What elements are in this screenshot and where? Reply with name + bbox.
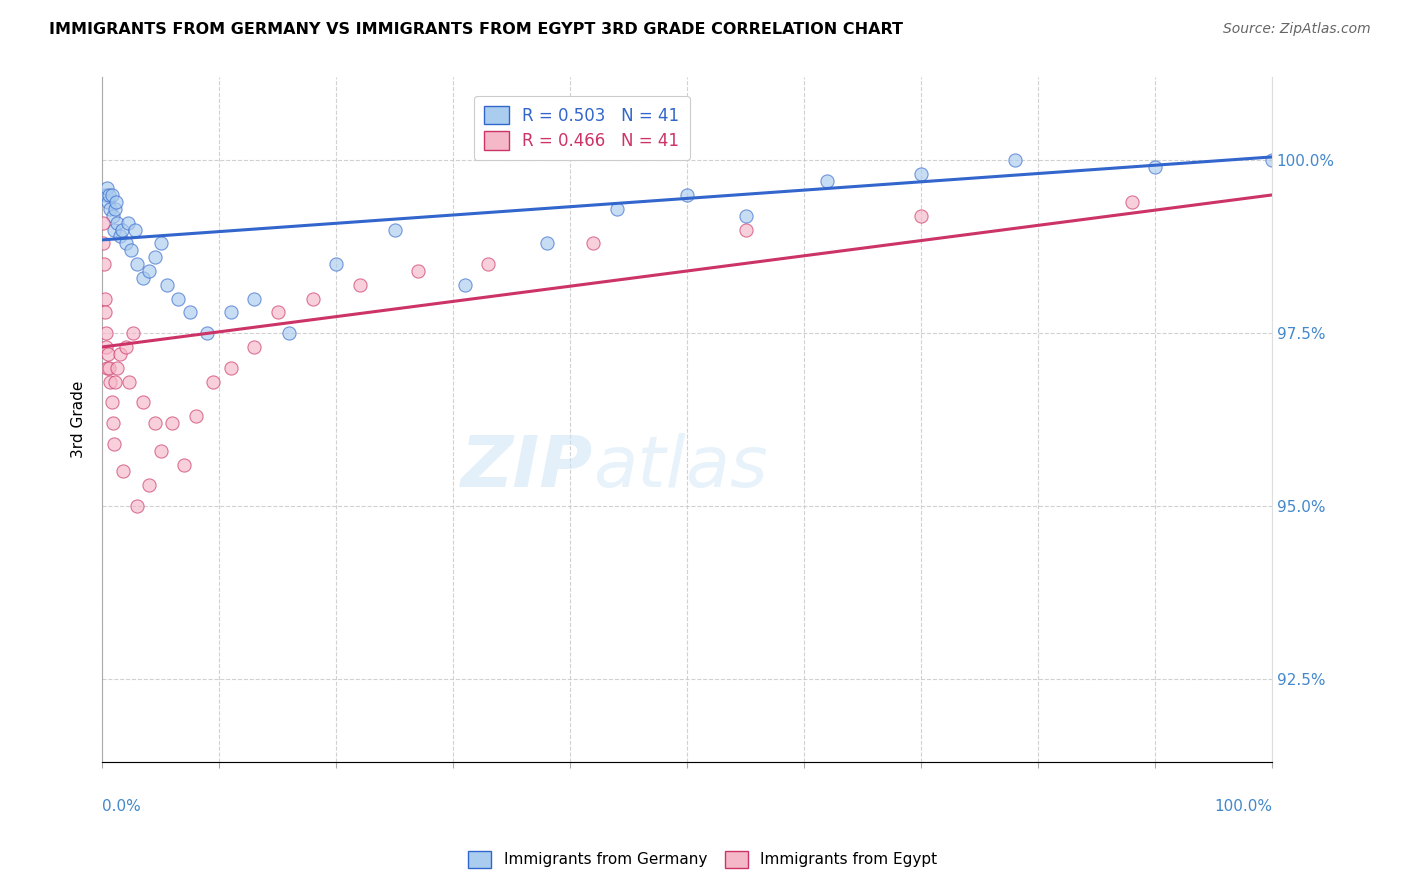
- Point: [815, 174, 838, 188]
- Point: [120, 244, 142, 258]
- Point: [1143, 161, 1166, 175]
- Legend: R = 0.503   N = 41, R = 0.466   N = 41: R = 0.503 N = 41, R = 0.466 N = 41: [474, 96, 689, 160]
- Point: [325, 257, 347, 271]
- Point: [101, 416, 124, 430]
- Point: [96, 181, 118, 195]
- Point: [93, 257, 115, 271]
- Point: [536, 236, 558, 251]
- Point: [197, 326, 219, 341]
- Point: [143, 250, 166, 264]
- Point: [94, 326, 117, 341]
- Point: [202, 375, 225, 389]
- Point: [114, 340, 136, 354]
- Point: [676, 188, 699, 202]
- Point: [127, 499, 149, 513]
- Point: [243, 292, 266, 306]
- Point: [93, 292, 115, 306]
- Point: [97, 347, 120, 361]
- Point: [98, 188, 121, 202]
- Point: [118, 375, 141, 389]
- Y-axis label: 3rd Grade: 3rd Grade: [72, 381, 86, 458]
- Point: [278, 326, 301, 341]
- Point: [1004, 153, 1026, 168]
- Point: [103, 437, 125, 451]
- Point: [114, 236, 136, 251]
- Point: [179, 305, 201, 319]
- Text: atlas: atlas: [593, 433, 768, 502]
- Point: [243, 340, 266, 354]
- Point: [96, 360, 118, 375]
- Point: [734, 209, 756, 223]
- Point: [406, 264, 429, 278]
- Point: [93, 216, 115, 230]
- Point: [1261, 153, 1284, 168]
- Point: [108, 347, 131, 361]
- Point: [108, 229, 131, 244]
- Point: [454, 277, 477, 292]
- Point: [155, 277, 177, 292]
- Text: IMMIGRANTS FROM GERMANY VS IMMIGRANTS FROM EGYPT 3RD GRADE CORRELATION CHART: IMMIGRANTS FROM GERMANY VS IMMIGRANTS FR…: [49, 22, 903, 37]
- Point: [98, 360, 121, 375]
- Text: Source: ZipAtlas.com: Source: ZipAtlas.com: [1223, 22, 1371, 37]
- Point: [100, 375, 122, 389]
- Point: [91, 236, 114, 251]
- Point: [910, 167, 932, 181]
- Point: [349, 277, 371, 292]
- Point: [124, 222, 146, 236]
- Point: [127, 257, 149, 271]
- Point: [266, 305, 288, 319]
- Point: [384, 222, 406, 236]
- Point: [138, 264, 160, 278]
- Point: [138, 478, 160, 492]
- Point: [100, 395, 122, 409]
- Point: [94, 188, 117, 202]
- Point: [132, 395, 155, 409]
- Point: [101, 209, 124, 223]
- Point: [107, 216, 129, 230]
- Point: [173, 458, 195, 472]
- Point: [107, 360, 129, 375]
- Point: [96, 340, 118, 354]
- Point: [301, 292, 323, 306]
- Point: [104, 202, 127, 216]
- Text: 100.0%: 100.0%: [1213, 799, 1272, 814]
- Point: [104, 375, 127, 389]
- Point: [582, 236, 605, 251]
- Point: [94, 305, 117, 319]
- Point: [162, 416, 184, 430]
- Point: [97, 194, 120, 209]
- Point: [149, 443, 172, 458]
- Point: [121, 326, 143, 341]
- Point: [100, 202, 122, 216]
- Point: [734, 222, 756, 236]
- Point: [219, 305, 242, 319]
- Point: [132, 271, 155, 285]
- Point: [167, 292, 190, 306]
- Point: [219, 360, 242, 375]
- Point: [910, 209, 932, 223]
- Point: [184, 409, 207, 424]
- Point: [149, 236, 172, 251]
- Point: [105, 194, 128, 209]
- Text: ZIP: ZIP: [461, 433, 593, 502]
- Point: [100, 188, 122, 202]
- Point: [606, 202, 628, 216]
- Point: [143, 416, 166, 430]
- Legend: Immigrants from Germany, Immigrants from Egypt: Immigrants from Germany, Immigrants from…: [463, 845, 943, 873]
- Text: 0.0%: 0.0%: [103, 799, 141, 814]
- Point: [103, 222, 125, 236]
- Point: [117, 216, 139, 230]
- Point: [111, 222, 134, 236]
- Point: [1121, 194, 1143, 209]
- Point: [112, 465, 135, 479]
- Point: [477, 257, 499, 271]
